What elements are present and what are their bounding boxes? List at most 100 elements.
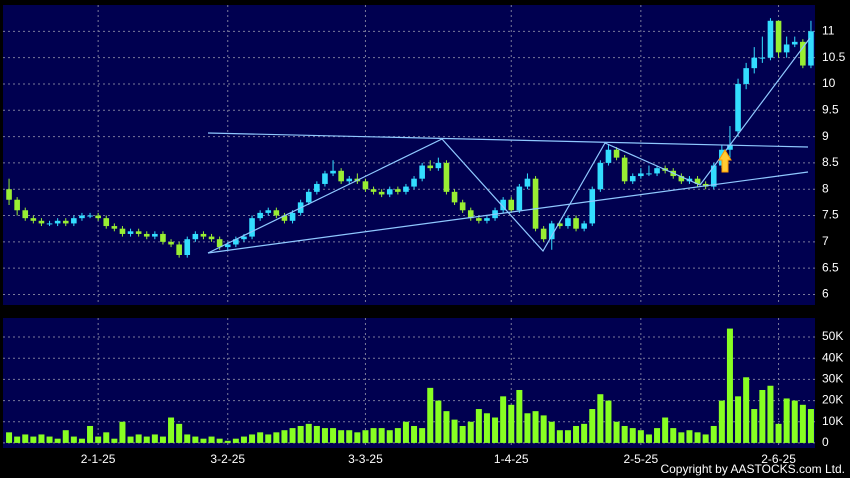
volume-bar — [168, 417, 175, 443]
candle-body — [751, 57, 758, 69]
candle-body — [427, 165, 434, 169]
volume-bar — [427, 387, 434, 443]
x-tick-label: 1-4-25 — [494, 452, 529, 466]
candle-body — [176, 244, 182, 255]
candle-body — [233, 239, 239, 245]
copyright: Copyright by AASTOCKS.com Ltd. — [660, 462, 845, 476]
candle-body — [451, 191, 458, 203]
candle-body — [710, 165, 717, 187]
candle-body — [727, 144, 733, 150]
y-tick-label: 10 — [822, 76, 836, 90]
volume-bar — [54, 438, 61, 443]
candle-body — [314, 183, 320, 192]
volume-bar — [670, 428, 677, 443]
volume-bar — [621, 425, 628, 443]
volume-bar — [22, 434, 29, 443]
volume-panel — [3, 318, 815, 448]
candle-body — [581, 223, 587, 229]
volume-bar — [30, 436, 37, 443]
y-tick-label: 30K — [822, 372, 843, 386]
volume-bar — [135, 434, 142, 443]
candle-body — [143, 233, 150, 237]
candle-body — [508, 199, 515, 211]
volume-bar — [232, 438, 239, 443]
candle-body — [95, 215, 101, 219]
candle-body — [557, 223, 563, 227]
candle-body — [767, 20, 774, 58]
y-tick-label: 7 — [822, 234, 829, 248]
volume-bar — [759, 389, 766, 443]
volume-bar — [629, 428, 636, 443]
volume-bar — [718, 400, 725, 443]
y-tick-label: 8.5 — [822, 155, 839, 169]
candle-body — [378, 191, 385, 195]
candle-body — [678, 176, 685, 182]
volume-bar — [492, 417, 499, 443]
y-tick-label: 10K — [822, 414, 843, 428]
x-tick-label: 2-5-25 — [624, 452, 659, 466]
x-tick-label: 2-6-25 — [761, 452, 796, 466]
volume-bar — [459, 425, 466, 443]
candle-body — [160, 233, 166, 242]
volume-bar — [581, 423, 588, 443]
candle-body — [629, 176, 636, 182]
candle-body — [476, 218, 482, 221]
y-tick-label: 20K — [822, 393, 843, 407]
candle-body — [241, 236, 247, 240]
volume-bar — [103, 432, 110, 443]
candle-body — [168, 241, 174, 245]
volume-bar — [289, 428, 296, 443]
candle-body — [516, 186, 523, 211]
volume-bar — [597, 394, 604, 443]
candle-body — [775, 20, 782, 53]
volume-bar — [532, 411, 539, 443]
candle-body — [783, 44, 790, 53]
candle-body — [30, 218, 37, 221]
candle-body — [459, 202, 466, 211]
candle-body — [694, 178, 701, 184]
candle-body — [71, 218, 77, 224]
volume-bar — [119, 421, 126, 443]
y-tick-label: 11 — [822, 23, 835, 37]
volume-bar — [386, 430, 393, 443]
y-tick-label: 6 — [822, 287, 829, 301]
candle-body — [305, 191, 312, 203]
volume-bar — [14, 436, 21, 443]
volume-bar — [500, 396, 507, 443]
volume-bar — [799, 404, 806, 443]
candle-body — [500, 199, 506, 211]
candle-body — [548, 223, 555, 240]
candle-body — [621, 157, 628, 182]
volume-bar — [743, 377, 750, 443]
volume-bar — [419, 428, 426, 443]
candle-body — [484, 218, 490, 221]
y-tick-label: 50K — [822, 329, 843, 343]
volume-bar — [151, 434, 158, 443]
candle-body — [38, 220, 45, 224]
volume-bar — [686, 430, 693, 443]
candle-body — [467, 210, 474, 219]
candle-body — [87, 215, 93, 217]
candle-body — [386, 189, 393, 195]
volume-bar — [370, 428, 377, 443]
candle-body — [249, 218, 255, 237]
candle-body — [216, 239, 223, 248]
volume-bar — [176, 423, 183, 443]
candle-body — [14, 199, 20, 211]
y-tick-label: 8 — [822, 181, 829, 195]
candle-body — [759, 57, 766, 59]
candle-body — [6, 189, 12, 200]
volume-bar — [564, 430, 571, 443]
volume-bar — [508, 404, 515, 443]
volume-bar — [483, 413, 490, 443]
x-tick-label: 2-1-25 — [81, 452, 116, 466]
volume-bar — [573, 425, 580, 443]
candle-body — [654, 168, 660, 174]
candle-body — [103, 218, 110, 227]
volume-bar — [6, 432, 13, 443]
volume-bar — [775, 423, 782, 443]
volume-bar — [662, 417, 669, 443]
candle-body — [395, 189, 401, 192]
volume-bar — [62, 430, 69, 443]
